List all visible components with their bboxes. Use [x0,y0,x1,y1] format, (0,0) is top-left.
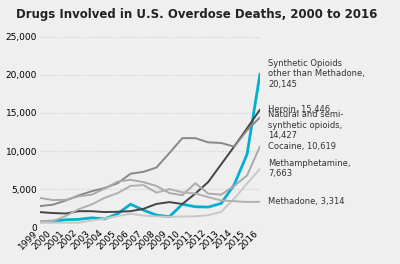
Text: Methamphetamine,
7,663: Methamphetamine, 7,663 [268,159,350,178]
Text: Natural and semi-
synthetic opioids,
14,427: Natural and semi- synthetic opioids, 14,… [268,110,343,140]
Text: Heroin, 15,446: Heroin, 15,446 [268,105,330,114]
Text: Cocaine, 10,619: Cocaine, 10,619 [268,142,336,151]
Text: Synthetic Opioids
other than Methadone,
20,145: Synthetic Opioids other than Methadone, … [268,59,365,89]
Text: Drugs Involved in U.S. Overdose Deaths, 2000 to 2016: Drugs Involved in U.S. Overdose Deaths, … [16,8,377,21]
Text: Methadone, 3,314: Methadone, 3,314 [268,197,344,206]
